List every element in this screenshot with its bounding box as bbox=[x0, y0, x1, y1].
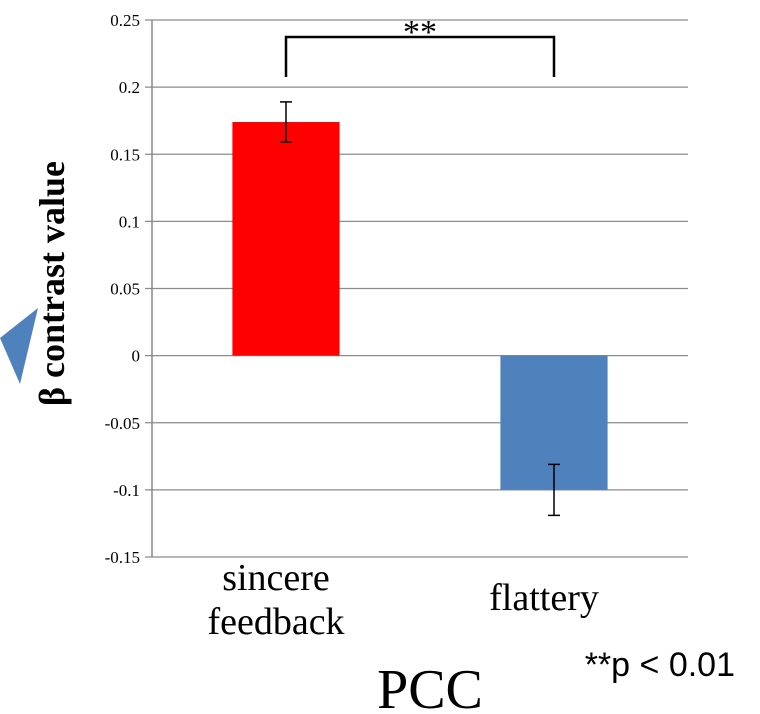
region-label: PCC bbox=[377, 659, 483, 714]
y-tick-label: 0.05 bbox=[110, 280, 140, 299]
y-axis-label: β contrast value bbox=[32, 161, 72, 406]
y-tick-label: -0.15 bbox=[105, 548, 140, 567]
category-label: flattery bbox=[489, 577, 599, 619]
error-bars bbox=[280, 101, 560, 517]
y-tick-label: 0 bbox=[132, 347, 141, 366]
bars bbox=[232, 122, 608, 490]
y-tick-label: -0.1 bbox=[113, 481, 140, 500]
significance-label: ** bbox=[403, 14, 437, 51]
category-labels: sincere feedback flattery bbox=[207, 557, 598, 643]
y-tick-label: -0.05 bbox=[105, 414, 140, 433]
bracket-line bbox=[284, 35, 556, 77]
bar bbox=[232, 122, 340, 356]
y-tick-label: 0.1 bbox=[119, 212, 140, 231]
significance-note: **p < 0.01 bbox=[585, 646, 735, 684]
arrow-fragment bbox=[0, 308, 38, 384]
y-tick-label: 0.15 bbox=[110, 145, 140, 164]
category-label: sincere feedback bbox=[207, 557, 344, 643]
y-tick-label: 0.2 bbox=[119, 78, 140, 97]
y-tick-label: 0.25 bbox=[110, 11, 140, 30]
significance-bracket bbox=[284, 35, 556, 77]
y-tick-labels: 0.25 0.2 0.15 0.1 0.05 0 -0.05 -0.1 -0.15 bbox=[105, 11, 140, 567]
